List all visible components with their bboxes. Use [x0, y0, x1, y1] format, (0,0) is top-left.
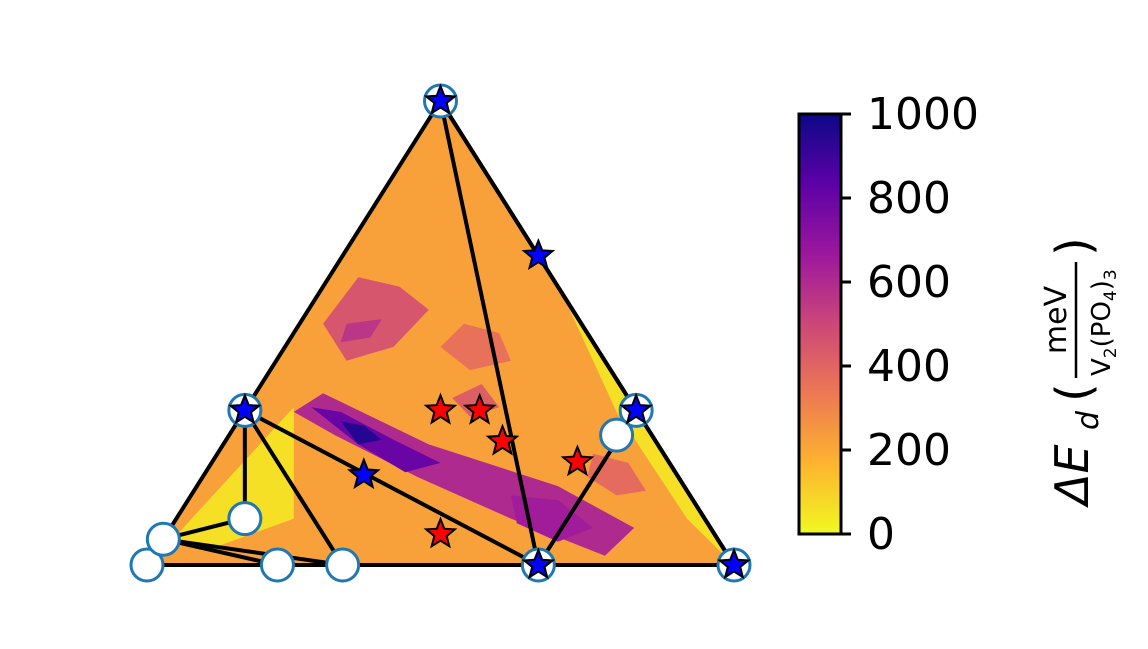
red-star-marker	[462, 392, 497, 425]
colorbar-ticks: 0 200 400 600 800 1000	[841, 89, 979, 560]
open-circle-marker	[259, 547, 295, 583]
open-circle-marker	[129, 547, 165, 583]
open-circle-marker	[599, 417, 635, 453]
blue-star-marker	[347, 457, 381, 490]
hull-line	[438, 99, 541, 567]
red-star-marker	[423, 516, 458, 549]
colorbar-tick-label: 400	[867, 341, 951, 392]
blue-star-marker	[423, 83, 458, 116]
hull-line	[242, 408, 541, 567]
blue-star-marker	[521, 237, 556, 271]
hull-line	[161, 537, 345, 567]
red-star-marker	[560, 444, 595, 477]
star-markers	[228, 83, 751, 580]
colorbar-label-open-paren: (	[1046, 383, 1102, 402]
colorbar-tick-label: 200	[867, 425, 951, 476]
hull-line	[242, 408, 345, 567]
hull-line	[145, 99, 443, 567]
colorbar: 0 200 400 600 800 1000 ΔE d ( meV V2(PO4)3 )	[797, 89, 1121, 560]
contour-region	[340, 421, 382, 445]
red-star-marker	[485, 423, 520, 456]
colorbar-unit-numerator: meV	[1039, 285, 1074, 354]
blue-star-marker	[521, 547, 556, 580]
colorbar-label: ΔE d ( meV V2(PO4)3 )	[1039, 237, 1121, 508]
colorbar-tick-label: 600	[867, 257, 951, 308]
open-circle-marker	[325, 547, 361, 583]
colorbar-label-subscript: d	[1071, 410, 1106, 430]
open-circle-marker	[145, 521, 181, 557]
convex-hull-lines	[145, 99, 736, 567]
blue-star-marker	[717, 547, 751, 580]
contour-region	[510, 495, 594, 542]
red-star-marker	[423, 392, 458, 425]
colorbar-tick-label: 800	[867, 173, 951, 224]
open-circle-marker	[227, 501, 263, 537]
colorbar-unit-denominator: V2(PO4)3	[1087, 269, 1121, 376]
blue-star-marker	[228, 392, 262, 425]
hull-line	[634, 408, 736, 567]
colorbar-gradient	[797, 112, 843, 536]
colorbar-tick-label: 1000	[867, 89, 979, 140]
colorbar-tick-label: 0	[867, 509, 895, 560]
ternary-plot-area	[129, 83, 752, 583]
colorbar-label-prefix: ΔE	[1045, 444, 1099, 508]
blue-star-marker	[619, 392, 653, 425]
colorbar-label-close-paren: )	[1046, 237, 1102, 256]
contour-region	[340, 319, 382, 343]
